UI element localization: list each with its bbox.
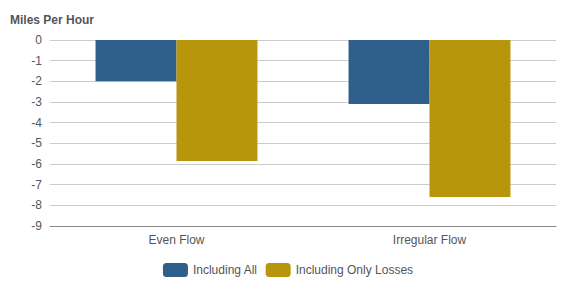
svg-text:-9: -9: [31, 219, 42, 233]
svg-text:-5: -5: [31, 136, 42, 150]
svg-text:Including All: Including All: [193, 263, 257, 277]
svg-text:0: 0: [35, 33, 42, 47]
svg-text:-8: -8: [31, 198, 42, 212]
svg-text:-6: -6: [31, 157, 42, 171]
svg-text:Irregular Flow: Irregular Flow: [393, 233, 467, 247]
svg-text:Including Only Losses: Including Only Losses: [296, 263, 413, 277]
svg-text:Even Flow: Even Flow: [148, 233, 204, 247]
svg-text:-7: -7: [31, 178, 42, 192]
svg-text:-3: -3: [31, 95, 42, 109]
svg-text:-2: -2: [31, 74, 42, 88]
svg-text:Miles Per Hour: Miles Per Hour: [10, 13, 94, 27]
svg-text:-1: -1: [31, 54, 42, 68]
svg-text:-4: -4: [31, 116, 42, 130]
